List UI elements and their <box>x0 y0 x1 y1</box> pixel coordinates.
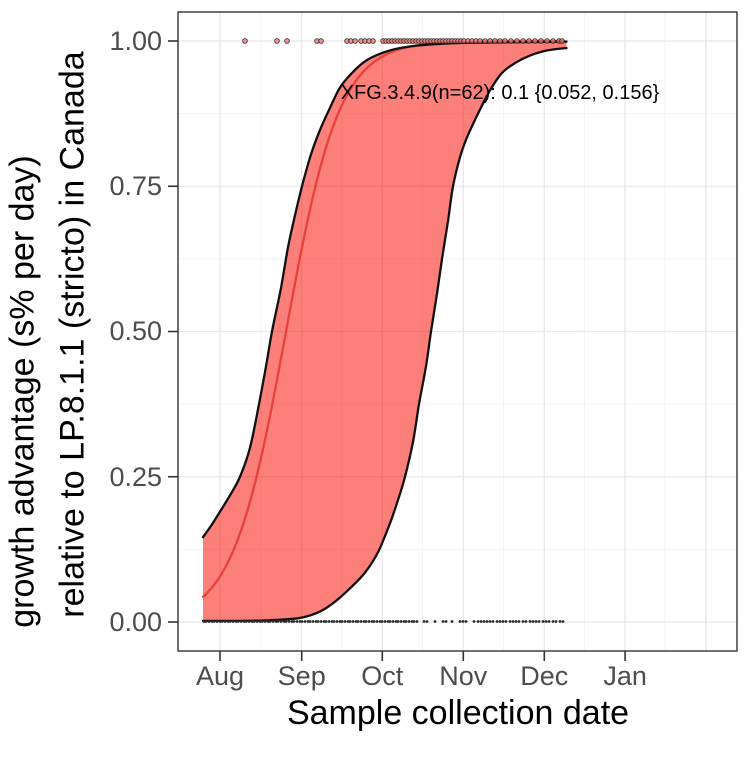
x-tick-label-oct: Oct <box>361 661 404 691</box>
x-tick-label-nov: Nov <box>439 661 488 691</box>
y-tick-label-0.00: 0.00 <box>109 607 162 637</box>
chart-canvas <box>168 11 738 661</box>
y-tick-label-0.75: 0.75 <box>109 171 162 201</box>
y-tick-label-0.25: 0.25 <box>109 462 162 492</box>
y-tick-label-1.00: 1.00 <box>109 26 162 56</box>
x-tick-label-sep: Sep <box>277 661 326 691</box>
x-tick-label-jan: Jan <box>603 661 647 691</box>
x-tick-label-aug: Aug <box>195 661 245 691</box>
y-tick-label-0.50: 0.50 <box>109 316 162 346</box>
y-axis-title-line1: growth advantage (s% per day) <box>3 155 42 628</box>
x-tick-label-dec: Dec <box>520 661 569 691</box>
x-axis-title: Sample collection date <box>286 694 630 732</box>
fit-annotation: XFG.3.4.9(n=62): 0.1 {0.052, 0.156} <box>340 82 660 104</box>
